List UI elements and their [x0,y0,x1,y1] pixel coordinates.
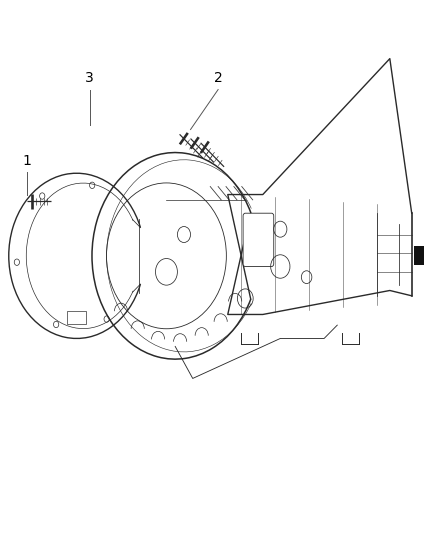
Text: 3: 3 [85,71,94,85]
Bar [67,311,86,324]
FancyBboxPatch shape [243,213,274,266]
Text: 2: 2 [214,71,223,85]
Text: 1: 1 [23,154,32,168]
Bar [414,246,424,265]
